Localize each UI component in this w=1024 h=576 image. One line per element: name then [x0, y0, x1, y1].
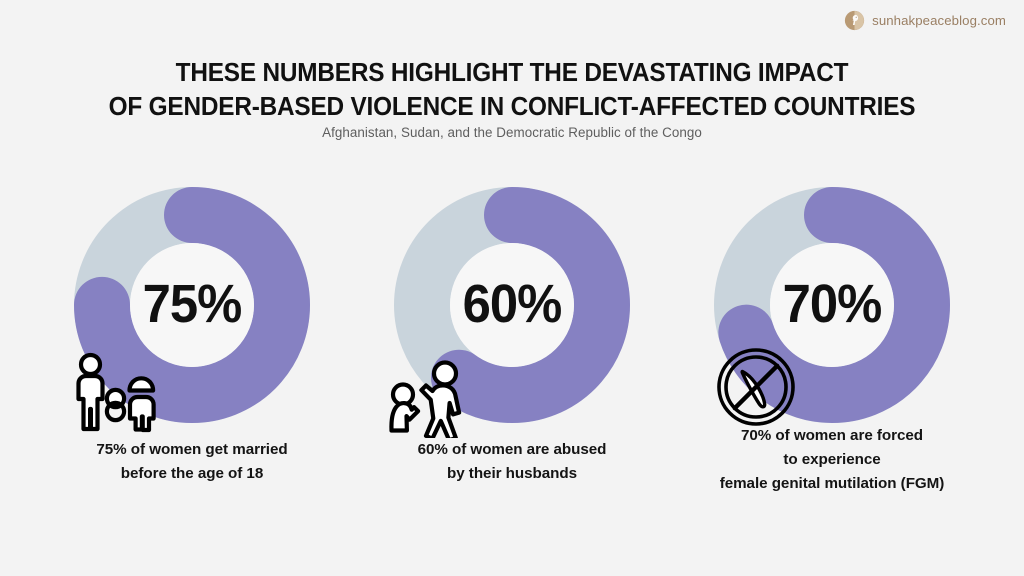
page-title: THESE NUMBERS HIGHLIGHT THE DEVASTATING … [23, 56, 1001, 124]
page-subtitle: Afghanistan, Sudan, and the Democratic R… [322, 125, 702, 140]
donut-hole [770, 243, 894, 367]
donut-chart-svg [394, 187, 630, 423]
stat-caption: 75% of women get married before the age … [96, 441, 288, 482]
donut-fgm: 70% [713, 186, 951, 426]
donut-spousal-abuse: 60% [389, 186, 631, 438]
stat-card-spousal-abuse: 60% 60% of women are abused by [352, 186, 672, 516]
no-blade-prohibition-icon [715, 346, 797, 428]
stat-group: 75% [0, 186, 1024, 516]
domestic-abuse-icon [385, 350, 481, 438]
donut-chart-svg [74, 187, 310, 423]
donut-hole [130, 243, 254, 367]
donut-chart-svg [714, 187, 950, 423]
stat-caption: 70% of women are forced to experience fe… [719, 427, 945, 492]
brand-name: sunhakpeaceblog.com [872, 13, 1006, 28]
donut-child-marriage: 75% [73, 186, 311, 433]
brand-watermark: sunhakpeaceblog.com [844, 10, 1006, 31]
stat-caption: 60% of women are abused by their husband… [417, 441, 607, 482]
stat-card-child-marriage: 75% [32, 186, 352, 516]
donut-value-arc [74, 187, 310, 423]
page-title-line-2: OF GENDER-BASED VIOLENCE IN CONFLICT-AFF… [108, 93, 916, 121]
stat-card-fgm: 70% 70% of women are forced to [672, 186, 992, 516]
donut-value-arc [394, 187, 630, 423]
family-child-bride-icon [71, 350, 163, 434]
peace-dove-globe-logo-icon [844, 10, 865, 31]
donut-hole [450, 243, 574, 367]
donut-value-arc [714, 187, 950, 423]
page-title-line-1: THESE NUMBERS HIGHLIGHT THE DEVASTATING … [175, 59, 849, 87]
